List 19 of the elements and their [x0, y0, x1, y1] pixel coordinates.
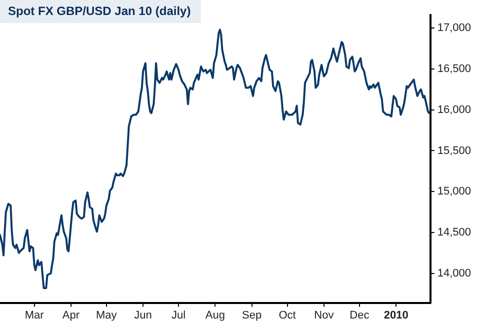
y-tick-label: 17,000: [437, 22, 472, 34]
x-tick-label: Mar: [24, 309, 44, 322]
y-tick-label: 15,500: [437, 144, 472, 157]
y-tick-label: 16,500: [437, 62, 472, 75]
x-tick-label: Nov: [314, 309, 334, 322]
y-tick-label: 14,000: [437, 267, 472, 280]
x-tick-label: Aug: [205, 309, 225, 322]
y-tick-label: 15,000: [437, 186, 472, 198]
chart-title: Spot FX GBP/USD Jan 10 (daily): [0, 0, 201, 23]
x-tick-label: Jul: [171, 309, 186, 322]
y-tick-label: 16,000: [437, 104, 472, 116]
x-tick-label: May: [96, 309, 118, 322]
x-tick-label: 2010: [384, 309, 408, 322]
x-tick-label: Jun: [134, 309, 152, 322]
y-tick-label: 14,500: [437, 226, 472, 239]
x-tick-label: Dec: [350, 309, 370, 322]
x-tick-label: Oct: [278, 309, 296, 322]
x-tick-label: Apr: [62, 309, 80, 322]
x-tick-label: Sep: [242, 309, 262, 322]
